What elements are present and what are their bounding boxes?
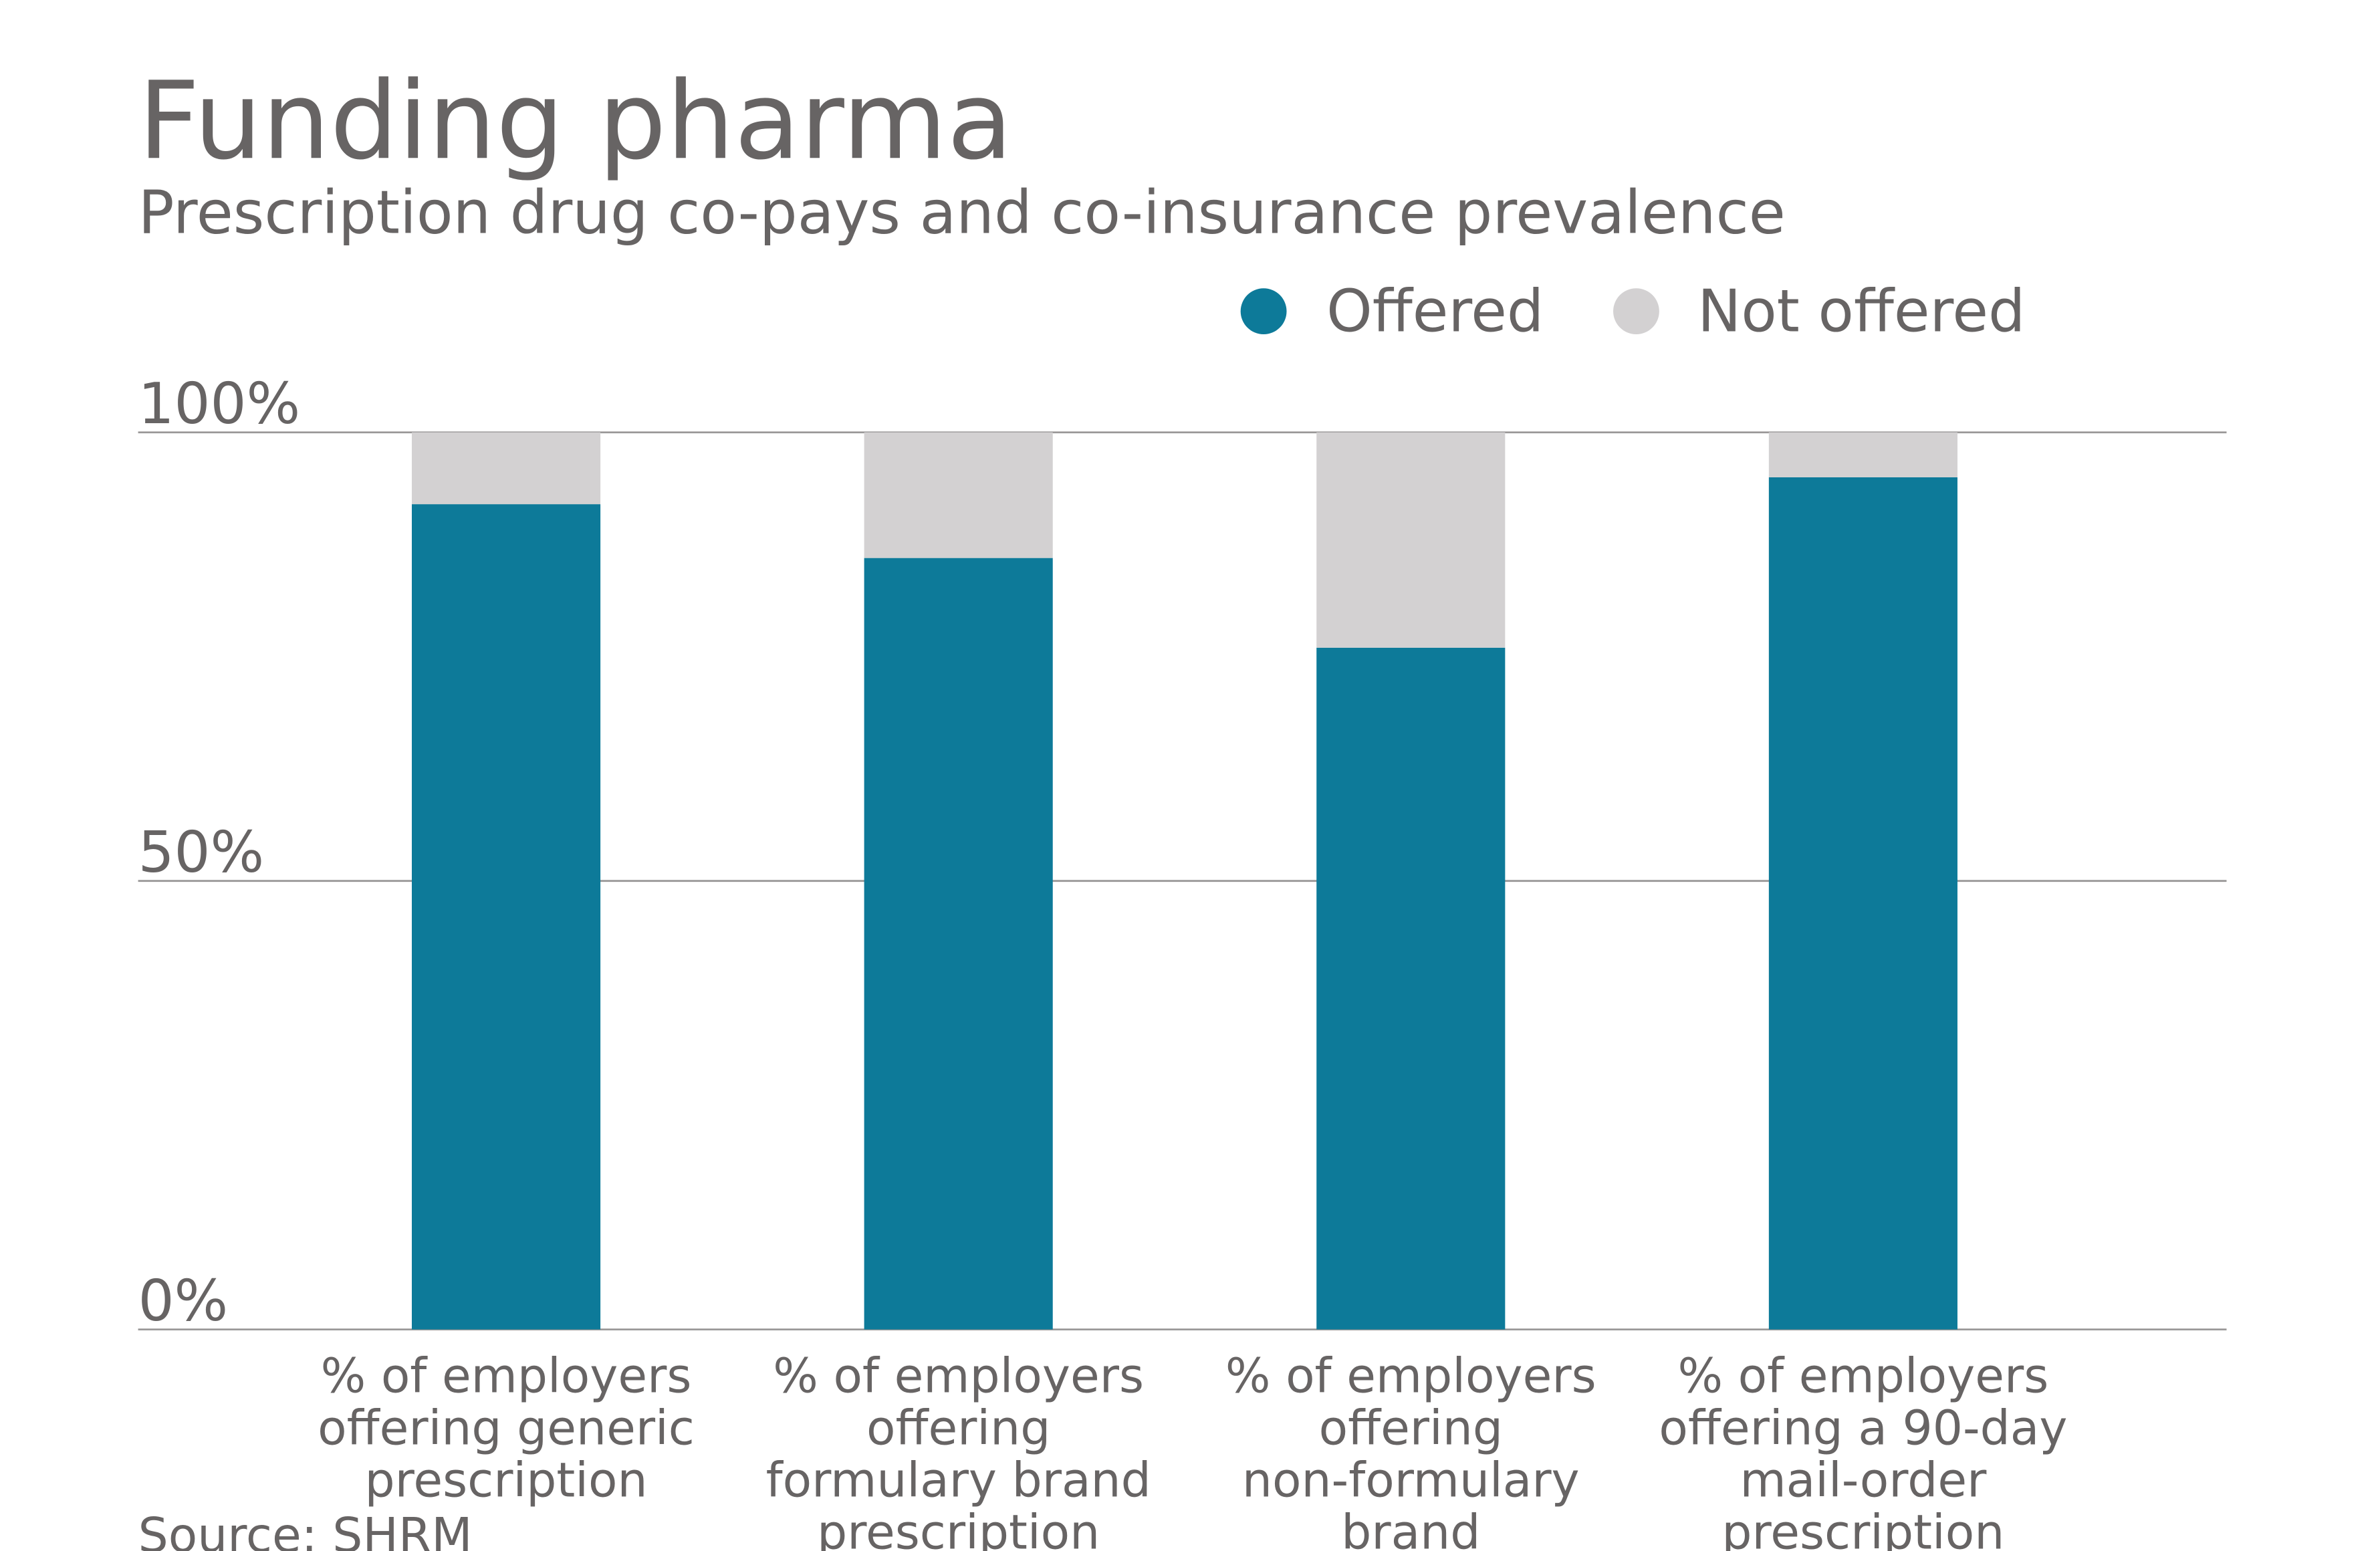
bar-not-offered bbox=[864, 432, 1053, 558]
legend-marker-not-offered bbox=[1613, 288, 1659, 335]
x-category-label: offering a 90-day bbox=[1659, 1401, 2067, 1456]
x-category-label: offering generic bbox=[318, 1401, 695, 1456]
bars bbox=[411, 432, 1957, 1330]
chart-subtitle: Prescription drug co-pays and co-insuran… bbox=[138, 178, 1786, 248]
legend-marker-offered bbox=[1240, 288, 1287, 335]
x-category-label: % of employers bbox=[321, 1348, 692, 1404]
y-axis-ticks: 0% 50% 100% bbox=[138, 371, 301, 1334]
x-category-label: non-formulary bbox=[1242, 1453, 1580, 1508]
chart-title: Funding pharma bbox=[138, 58, 1013, 183]
bar-not-offered bbox=[411, 432, 601, 505]
x-category-label: formulary brand bbox=[766, 1453, 1151, 1508]
x-category-label: offering bbox=[866, 1401, 1050, 1456]
legend-label-offered: Offered bbox=[1326, 277, 1544, 345]
y-tick-label: 100% bbox=[138, 371, 301, 437]
x-category-label: brand bbox=[1341, 1505, 1480, 1551]
x-category-label: % of employers bbox=[1225, 1348, 1596, 1404]
source-note: Source: SHRM bbox=[138, 1508, 473, 1551]
x-category-label: prescription bbox=[365, 1453, 648, 1508]
x-category-label: prescription bbox=[817, 1505, 1100, 1551]
y-tick-label: 0% bbox=[138, 1268, 229, 1334]
legend-label-not-offered: Not offered bbox=[1697, 277, 2025, 345]
bar-not-offered bbox=[1316, 432, 1506, 648]
bar-offered bbox=[411, 504, 601, 1330]
bar-offered bbox=[1768, 477, 1957, 1330]
x-category-label: % of employers bbox=[773, 1348, 1144, 1404]
bar-offered bbox=[1316, 647, 1506, 1330]
x-category-label: prescription bbox=[1721, 1505, 2004, 1551]
x-category-label: mail-order bbox=[1740, 1453, 1987, 1508]
bar-not-offered bbox=[1768, 432, 1957, 477]
x-category-label: % of employers bbox=[1678, 1348, 2049, 1404]
x-category-label: offering bbox=[1319, 1401, 1503, 1456]
y-tick-label: 50% bbox=[138, 820, 265, 886]
bar-offered bbox=[864, 558, 1053, 1330]
legend: Offered Not offered bbox=[1240, 277, 2025, 345]
